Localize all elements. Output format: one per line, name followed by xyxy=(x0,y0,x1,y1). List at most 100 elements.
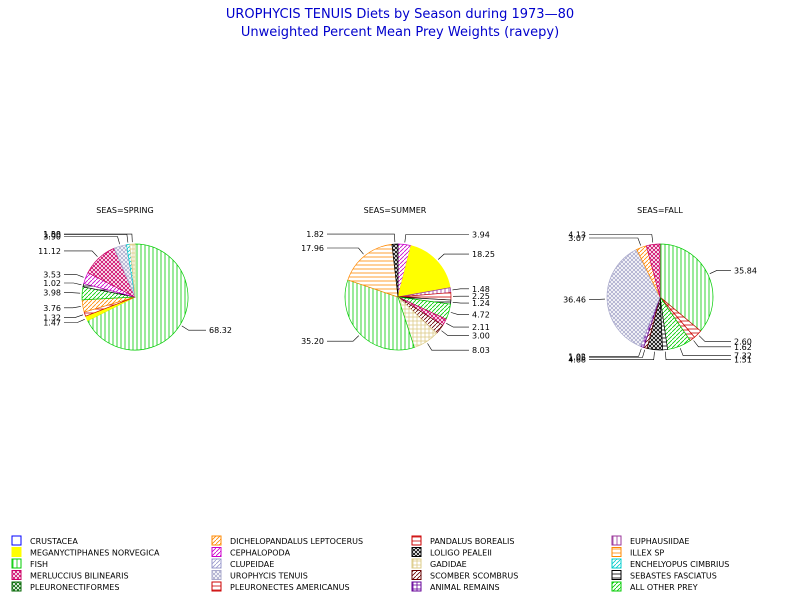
legend-label: PLEURONECTES AMERICANUS xyxy=(230,583,350,592)
legend-label: CRUSTACEA xyxy=(30,537,78,546)
slice-label: 1.58 xyxy=(43,230,61,239)
legend-label: CLUPEIDAE xyxy=(230,560,274,569)
legend-label: ILLEX SP xyxy=(630,549,664,558)
slice-label: 8.03 xyxy=(472,346,490,355)
slice-label: 1.00 xyxy=(43,231,61,240)
x-cross-icon xyxy=(11,581,22,592)
slice-label: 1.62 xyxy=(734,343,752,352)
legend-item: SCOMBER SCOMBRUS xyxy=(411,570,518,581)
slice-label: 1.05 xyxy=(568,354,586,363)
slice-label: 1.02 xyxy=(568,352,586,361)
leader-line xyxy=(589,234,654,243)
x-cross-icon xyxy=(411,547,422,557)
slice-label: 3.98 xyxy=(43,289,61,298)
diagonal-hatch-icon xyxy=(211,558,222,569)
legend-label: FISH xyxy=(30,560,48,569)
slice-label: 3.53 xyxy=(43,270,61,279)
legend-item: CRUSTACEA xyxy=(11,535,78,546)
slice-label: 4.72 xyxy=(472,311,490,320)
leader-line xyxy=(589,348,642,357)
slice-label: 35.20 xyxy=(301,337,324,346)
leader-line xyxy=(64,274,84,278)
slice-label: 1.24 xyxy=(472,299,490,308)
pie-seas-fall: SEAS=FALL 35.84 2.601.627.321.51 4.681.051.… xyxy=(563,206,757,365)
legend-item: CEPHALOPODA xyxy=(211,547,291,558)
leader-line xyxy=(64,250,98,257)
legend-item: UROPHYCIS TENUIS xyxy=(211,570,308,581)
slice-label: 2.60 xyxy=(734,337,752,346)
pie-slice xyxy=(645,243,661,298)
leader-line xyxy=(327,335,360,342)
legend-item: CLUPEIDAE xyxy=(211,558,274,569)
leader-line xyxy=(441,330,469,336)
slice-label: 1.48 xyxy=(472,285,490,294)
legend-label: UROPHYCIS TENUIS xyxy=(230,572,308,581)
leader-line xyxy=(437,253,469,260)
pie-slice xyxy=(87,243,189,351)
legend-label: LOLIGO PEALEII xyxy=(430,549,492,558)
slice-label: 1.82 xyxy=(306,230,324,239)
legend-label: EUPHAUSIIDAE xyxy=(630,537,689,546)
leader-line xyxy=(446,323,469,328)
leader-line xyxy=(693,340,731,348)
legend-item: PLEURONECTIFORMES xyxy=(11,581,119,592)
horizontal-hatch-icon xyxy=(611,547,622,557)
leader-line xyxy=(679,348,731,356)
slice-label: 18.25 xyxy=(472,250,495,259)
slice-label: 4.68 xyxy=(568,356,586,365)
pie-slice xyxy=(344,279,415,351)
grid-hatch-icon xyxy=(411,558,422,569)
legend-item: ALL OTHER PREY xyxy=(611,581,698,592)
pie-seas-spring: SEAS=SPRING 68.32 1.471.323.76 3.981.023.53… xyxy=(38,206,232,351)
grid-hatch-icon xyxy=(411,581,422,592)
leader-line xyxy=(64,236,120,245)
leader-line xyxy=(665,351,731,361)
leader-line xyxy=(589,237,641,246)
leader-line xyxy=(709,269,731,274)
vertical-hatch-icon xyxy=(611,535,622,546)
diagonal-cross-icon xyxy=(211,570,222,580)
chart-subtitle: Unweighted Percent Mean Prey Weights (ra… xyxy=(241,25,559,40)
legend-item: SEBASTES FASCIATUS xyxy=(611,570,717,581)
leader-line xyxy=(452,288,469,291)
leader-line xyxy=(698,335,731,342)
leader-line xyxy=(64,319,85,323)
slice-label: 3.07 xyxy=(568,234,586,243)
leader-line xyxy=(404,234,469,243)
solid-fill-icon xyxy=(11,547,22,557)
legend-label: PLEURONECTIFORMES xyxy=(30,583,119,592)
leader-line xyxy=(450,312,469,316)
vertical-hatch-icon xyxy=(11,558,22,569)
pie-seas-summer: SEAS=SUMMER 3.94 18.25 1.482.251.24 4.72 2.11… xyxy=(301,206,495,355)
diagonal-hatch-icon xyxy=(611,581,622,592)
pie-title: SEAS=FALL xyxy=(637,206,683,215)
leader-line xyxy=(64,306,81,309)
legend-item: PANDALUS BOREALIS xyxy=(411,535,514,546)
leader-line xyxy=(589,349,645,358)
leader-line xyxy=(427,343,469,351)
pie-slice xyxy=(129,243,136,298)
horizontal-line-icon xyxy=(211,581,222,592)
legend-item: ENCHELYOPUS CIMBRIUS xyxy=(611,558,729,569)
pie-slice xyxy=(397,245,451,298)
empty-square-icon xyxy=(11,535,22,546)
slice-label: 7.32 xyxy=(734,352,752,361)
leader-line xyxy=(327,233,396,243)
diagonal-hatch-icon xyxy=(411,570,422,580)
legend-item: GADIDAE xyxy=(411,558,467,569)
slice-label: 1.51 xyxy=(734,356,752,365)
legend-label: GADIDAE xyxy=(430,560,467,569)
legend-label: DICHELOPANDALUS LEPTOCERUS xyxy=(230,537,363,546)
legend: CRUSTACEA MEGANYCTIPHANES NORVEGICA FISH ME… xyxy=(11,535,729,592)
diagonal-hatch-icon xyxy=(211,547,222,557)
leader-line xyxy=(64,292,81,294)
slice-label: 36.46 xyxy=(563,295,586,304)
pie-panels: SEAS=SPRING68.321.471.323.763.981.023.53… xyxy=(38,206,757,365)
pie-slice xyxy=(659,243,714,332)
legend-item: EUPHAUSIIDAE xyxy=(611,535,689,546)
slice-label: 1.47 xyxy=(43,318,61,327)
slice-label: 68.32 xyxy=(209,326,232,335)
slice-label: 3.00 xyxy=(472,332,490,341)
slice-label: 3.76 xyxy=(43,304,61,313)
